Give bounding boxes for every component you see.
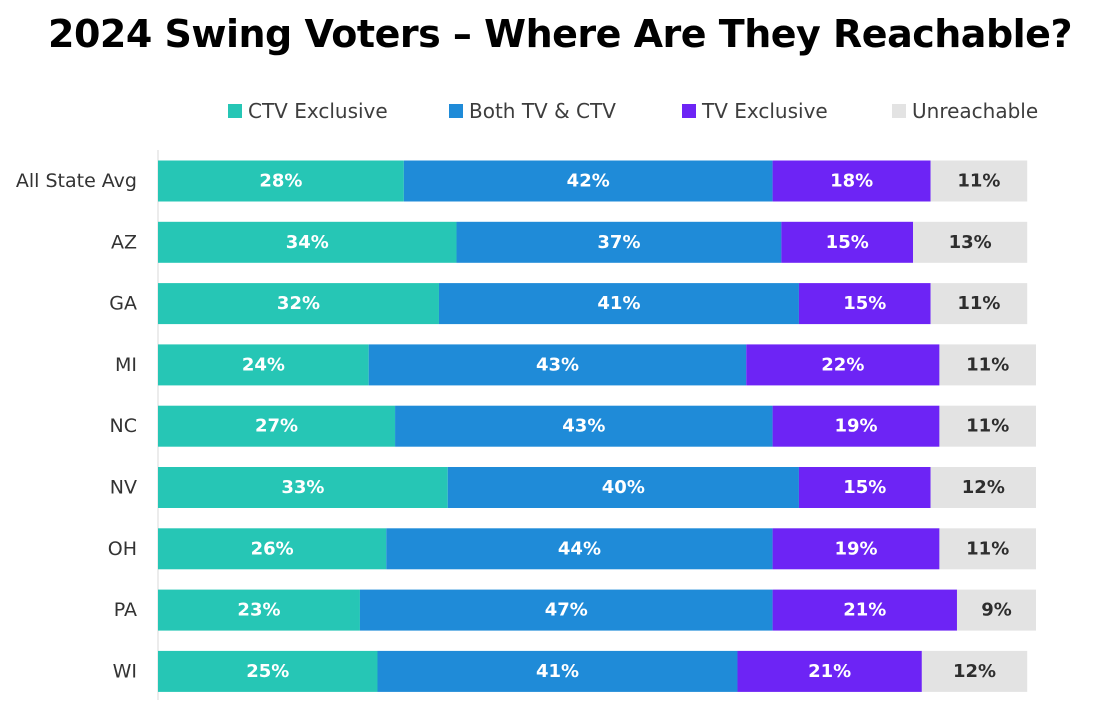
bar-segment-nv-both-tv-ctv: [447, 467, 799, 508]
data-label-pa-unreachable: 9%: [981, 600, 1012, 621]
data-label-pa-both-tv-ctv: 47%: [545, 600, 588, 621]
data-label-wi-tv-exclusive: 21%: [808, 661, 851, 682]
data-label-ga-both-tv-ctv: 41%: [597, 293, 640, 314]
legend-item-ctv-exclusive: CTV Exclusive: [228, 98, 388, 124]
bar-segment-pa-tv-exclusive: [772, 589, 957, 631]
data-label-mi-unreachable: 11%: [966, 354, 1009, 375]
legend-item-unreachable: Unreachable: [892, 98, 1038, 124]
bar-segment-oh-ctv-exclusive: [158, 528, 387, 570]
data-label-ga-unreachable: 11%: [957, 293, 1000, 314]
bar-segment-all-state-avg-both-tv-ctv: [403, 160, 773, 202]
legend-swatch-tv-exclusive: [682, 104, 696, 118]
data-label-mi-both-tv-ctv: 43%: [536, 354, 579, 375]
bar-segment-pa-unreachable: [956, 589, 1036, 631]
bar-segment-nc-unreachable: [939, 405, 1036, 447]
legend-label: Unreachable: [912, 99, 1039, 123]
category-label-mi: MI: [115, 354, 137, 376]
data-label-nc-both-tv-ctv: 43%: [562, 416, 605, 437]
bar-segment-all-state-avg-unreachable: [930, 160, 1028, 202]
data-label-pa-ctv-exclusive: 23%: [237, 600, 280, 621]
chart-title: 2024 Swing Voters – Where Are They Reach…: [48, 12, 1072, 56]
bar-segment-az-ctv-exclusive: [158, 221, 457, 263]
data-label-oh-both-tv-ctv: 44%: [558, 538, 601, 559]
legend-item-both-tv-ctv: Both TV & CTV: [449, 98, 616, 124]
bar-segment-mi-both-tv-ctv: [368, 344, 747, 386]
bar-segment-pa-both-tv-ctv: [359, 589, 773, 631]
data-label-oh-tv-exclusive: 19%: [834, 538, 877, 559]
legend-label: TV Exclusive: [702, 99, 828, 123]
legend-item-tv-exclusive: TV Exclusive: [682, 98, 828, 124]
bar-segment-mi-tv-exclusive: [746, 344, 940, 386]
data-label-ga-ctv-exclusive: 32%: [277, 293, 320, 314]
category-label-oh: OH: [108, 538, 137, 560]
data-label-mi-ctv-exclusive: 24%: [242, 354, 285, 375]
data-label-mi-tv-exclusive: 22%: [821, 354, 864, 375]
bar-segment-wi-both-tv-ctv: [377, 650, 738, 692]
bar-segment-nv-tv-exclusive: [798, 467, 931, 508]
category-label-nv: NV: [110, 477, 137, 499]
data-label-az-unreachable: 13%: [949, 232, 992, 253]
bar-segment-ga-both-tv-ctv: [438, 283, 799, 325]
data-label-ga-tv-exclusive: 15%: [843, 293, 886, 314]
bar-segment-ga-tv-exclusive: [798, 283, 931, 325]
data-label-nc-ctv-exclusive: 27%: [255, 416, 298, 437]
legend-swatch-unreachable: [892, 104, 906, 118]
data-label-all-state-avg-ctv-exclusive: 28%: [259, 171, 302, 192]
bar-segment-pa-ctv-exclusive: [158, 589, 360, 631]
data-label-nv-tv-exclusive: 15%: [843, 477, 886, 498]
legend-swatch-both-tv-ctv: [449, 104, 463, 118]
data-label-nc-unreachable: 11%: [966, 416, 1009, 437]
bar-segment-oh-unreachable: [939, 528, 1036, 570]
bar-segment-all-state-avg-ctv-exclusive: [158, 160, 404, 202]
data-label-all-state-avg-tv-exclusive: 18%: [830, 171, 873, 192]
bar-segment-wi-unreachable: [921, 650, 1028, 692]
bar-segment-wi-tv-exclusive: [737, 650, 922, 692]
data-label-az-ctv-exclusive: 34%: [286, 232, 329, 253]
category-label-all-state-avg: All State Avg: [16, 170, 137, 192]
category-label-az: AZ: [111, 231, 137, 253]
data-label-az-tv-exclusive: 15%: [826, 232, 869, 253]
category-labels-group: All State Avg AZ GA MI NC NV OH PA WI: [16, 170, 137, 682]
legend-swatch-ctv-exclusive: [228, 104, 242, 118]
data-label-nv-both-tv-ctv: 40%: [602, 477, 645, 498]
data-label-az-both-tv-ctv: 37%: [597, 232, 640, 253]
bar-segment-nv-unreachable: [930, 467, 1036, 508]
category-label-pa: PA: [114, 599, 137, 621]
bar-segment-nc-ctv-exclusive: [158, 405, 396, 447]
category-label-wi: WI: [113, 660, 137, 682]
bar-segment-nv-ctv-exclusive: [158, 467, 448, 508]
bar-segment-oh-both-tv-ctv: [386, 528, 773, 570]
data-label-nv-unreachable: 12%: [962, 477, 1005, 498]
legend-label: Both TV & CTV: [469, 99, 616, 123]
data-label-wi-unreachable: 12%: [953, 661, 996, 682]
bar-segment-all-state-avg-tv-exclusive: [772, 160, 931, 202]
data-label-nv-ctv-exclusive: 33%: [281, 477, 324, 498]
bar-segment-wi-ctv-exclusive: [158, 650, 378, 692]
data-label-oh-unreachable: 11%: [966, 538, 1009, 559]
bar-segment-ga-unreachable: [930, 283, 1028, 325]
bar-segment-oh-tv-exclusive: [772, 528, 940, 570]
bar-segment-nc-both-tv-ctv: [395, 405, 773, 447]
data-label-all-state-avg-unreachable: 11%: [957, 171, 1000, 192]
data-label-wi-ctv-exclusive: 25%: [246, 661, 289, 682]
data-label-oh-ctv-exclusive: 26%: [251, 538, 294, 559]
data-label-wi-both-tv-ctv: 41%: [536, 661, 579, 682]
bar-segment-mi-unreachable: [939, 344, 1036, 386]
bars-group: 28% 42% 18% 11% 34% 37% 15% 13% 32% 41% 15% 11% 24% 4…: [158, 160, 1036, 692]
bar-segment-az-both-tv-ctv: [456, 221, 782, 263]
data-label-all-state-avg-both-tv-ctv: 42%: [567, 171, 610, 192]
bar-segment-az-tv-exclusive: [781, 221, 914, 263]
data-label-nc-tv-exclusive: 19%: [834, 416, 877, 437]
bar-segment-ga-ctv-exclusive: [158, 283, 439, 325]
category-label-ga: GA: [109, 293, 137, 315]
data-label-pa-tv-exclusive: 21%: [843, 600, 886, 621]
legend: CTV Exclusive Both TV & CTV TV Exclusive…: [0, 98, 1120, 124]
bar-segment-nc-tv-exclusive: [772, 405, 940, 447]
legend-label: CTV Exclusive: [248, 99, 388, 123]
bar-segment-az-unreachable: [913, 221, 1028, 263]
category-label-nc: NC: [110, 415, 137, 437]
bar-segment-mi-ctv-exclusive: [158, 344, 369, 386]
